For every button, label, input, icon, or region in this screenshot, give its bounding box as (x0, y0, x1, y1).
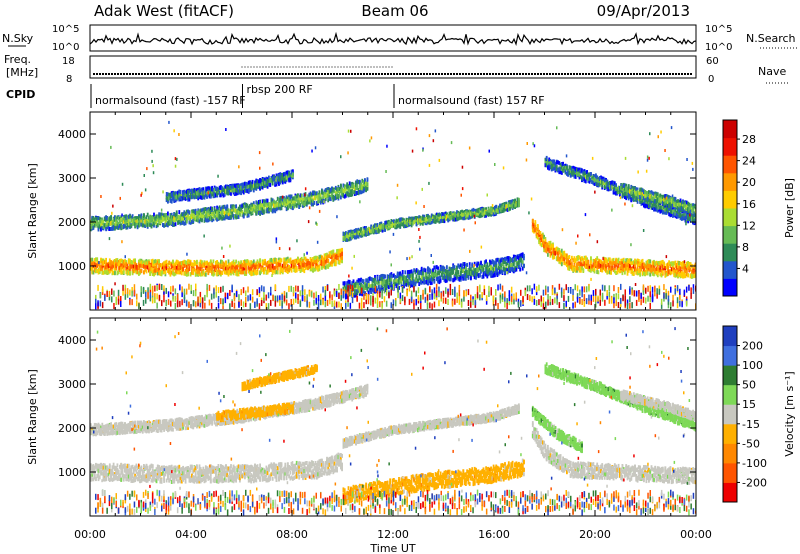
band-1 (342, 403, 520, 449)
freq-panel: Freq. [MHz] 18 8 60 0 Nave (4, 53, 790, 85)
colorbar: 200 100 50 15 -15 -50 -100 -200 Velocity [m s⁻¹] (722, 325, 796, 503)
colorbar-label: Power [dB] (783, 178, 796, 238)
xtick-label-0: 00:00 (74, 528, 106, 541)
cpid-segment-2: normalsound (fast) 157 RF (398, 94, 545, 107)
band-5 (531, 218, 697, 279)
ytick-label-0: 1000 (58, 466, 86, 479)
freq-label-2: [MHz] (6, 66, 38, 79)
band-8 (544, 362, 697, 432)
site-title: Adak West (fitACF) (94, 2, 234, 20)
ytick-label-0: 1000 (58, 260, 86, 273)
nsky-right-tick-bottom: 10^0 (705, 42, 732, 53)
ytick-label-1: 2000 (58, 422, 86, 435)
xtick-label-3: 12:00 (377, 528, 409, 541)
nsky-tick-bottom: 10^0 (52, 42, 79, 53)
freq-tick-top: 18 (62, 56, 75, 67)
ytick-label-1: 2000 (58, 216, 86, 229)
colorbar-label: Velocity [m s⁻¹] (783, 371, 796, 456)
colorbar-tick-4: -15 (742, 418, 760, 431)
freq-trace (93, 66, 693, 75)
ytick-label-3: 4000 (58, 128, 86, 141)
colorbar-tick-6: 28 (742, 133, 756, 146)
band-7 (531, 405, 583, 454)
nsky-right-tick-top: 10^5 (705, 24, 732, 35)
time-axis: 00:00 04:00 08:00 12:00 16:00 20:00 00:00 (74, 528, 712, 541)
colorbar: 4 8 12 16 20 24 28 Power [dB] (722, 119, 796, 297)
velocity-panel: 1000 2000 3000 4000 Slant Range [km] 200 100 50… (26, 317, 796, 517)
colorbar-tick-0: 200 (742, 340, 763, 353)
colorbar-tick-2: 12 (742, 219, 756, 232)
colorbar-tick-7: -200 (742, 476, 767, 489)
clutter (95, 120, 697, 310)
band-6 (531, 421, 697, 485)
colorbar-tick-3: 15 (742, 398, 756, 411)
colorbar-tick-1: 100 (742, 359, 763, 372)
ylabel: Slant Range [km] (26, 163, 39, 259)
x-axis-label: Time UT (369, 542, 415, 554)
nsky-tick-top: 10^5 (52, 24, 79, 35)
freq-label-1: Freq. (4, 53, 31, 66)
colorbar-tick-0: 4 (742, 262, 749, 275)
cpid-label: CPID (6, 88, 35, 101)
nsky-panel: N.Sky 10^5 10^0 10^5 10^0 N.Search (2, 24, 798, 53)
nsearch-label: N.Search (746, 32, 796, 45)
ytick-label-3: 4000 (58, 334, 86, 347)
colorbar-tick-1: 8 (742, 241, 749, 254)
xtick-label-1: 04:00 (175, 528, 207, 541)
band-0 (90, 452, 343, 484)
colorbar-tick-6: -100 (742, 457, 767, 470)
power-panel: 1000 2000 3000 4000 Slant Range [km] 4 8 12 16 20… (26, 111, 796, 311)
beam-title: Beam 06 (361, 2, 428, 20)
band-4 (241, 364, 318, 392)
band-0 (90, 247, 343, 277)
colorbar-tick-2: 50 (742, 379, 756, 392)
xtick-label-5: 20:00 (579, 528, 611, 541)
cpid-segment-1: rbsp 200 RF (247, 83, 313, 96)
clutter (93, 327, 697, 516)
nsky-line (89, 31, 697, 46)
band-9 (620, 389, 697, 423)
colorbar-tick-5: -50 (742, 437, 760, 450)
ytick-label-2: 3000 (58, 378, 86, 391)
cpid-segment-0: normalsound (fast) -157 RF (95, 94, 246, 107)
colorbar-tick-5: 24 (742, 155, 756, 168)
xtick-label-2: 08:00 (276, 528, 308, 541)
nave-tick-top: 60 (706, 56, 719, 67)
xtick-label-6: 00:00 (680, 528, 712, 541)
date-title: 09/Apr/2013 (597, 2, 690, 20)
band-1 (342, 197, 520, 242)
band-5 (342, 458, 525, 506)
ytick-label-2: 3000 (58, 172, 86, 185)
xtick-label-4: 16:00 (478, 528, 510, 541)
colorbar-tick-3: 16 (742, 198, 756, 211)
freq-tick-bottom: 8 (66, 74, 72, 85)
ylabel: Slant Range [km] (26, 369, 39, 465)
nave-label: Nave (758, 65, 786, 78)
band-4 (342, 252, 525, 299)
band-3 (165, 169, 294, 204)
colorbar-tick-4: 20 (742, 176, 756, 189)
nsky-label: N.Sky (2, 32, 34, 45)
nave-tick-bottom: 0 (708, 74, 714, 85)
nsky-trace (89, 31, 697, 46)
